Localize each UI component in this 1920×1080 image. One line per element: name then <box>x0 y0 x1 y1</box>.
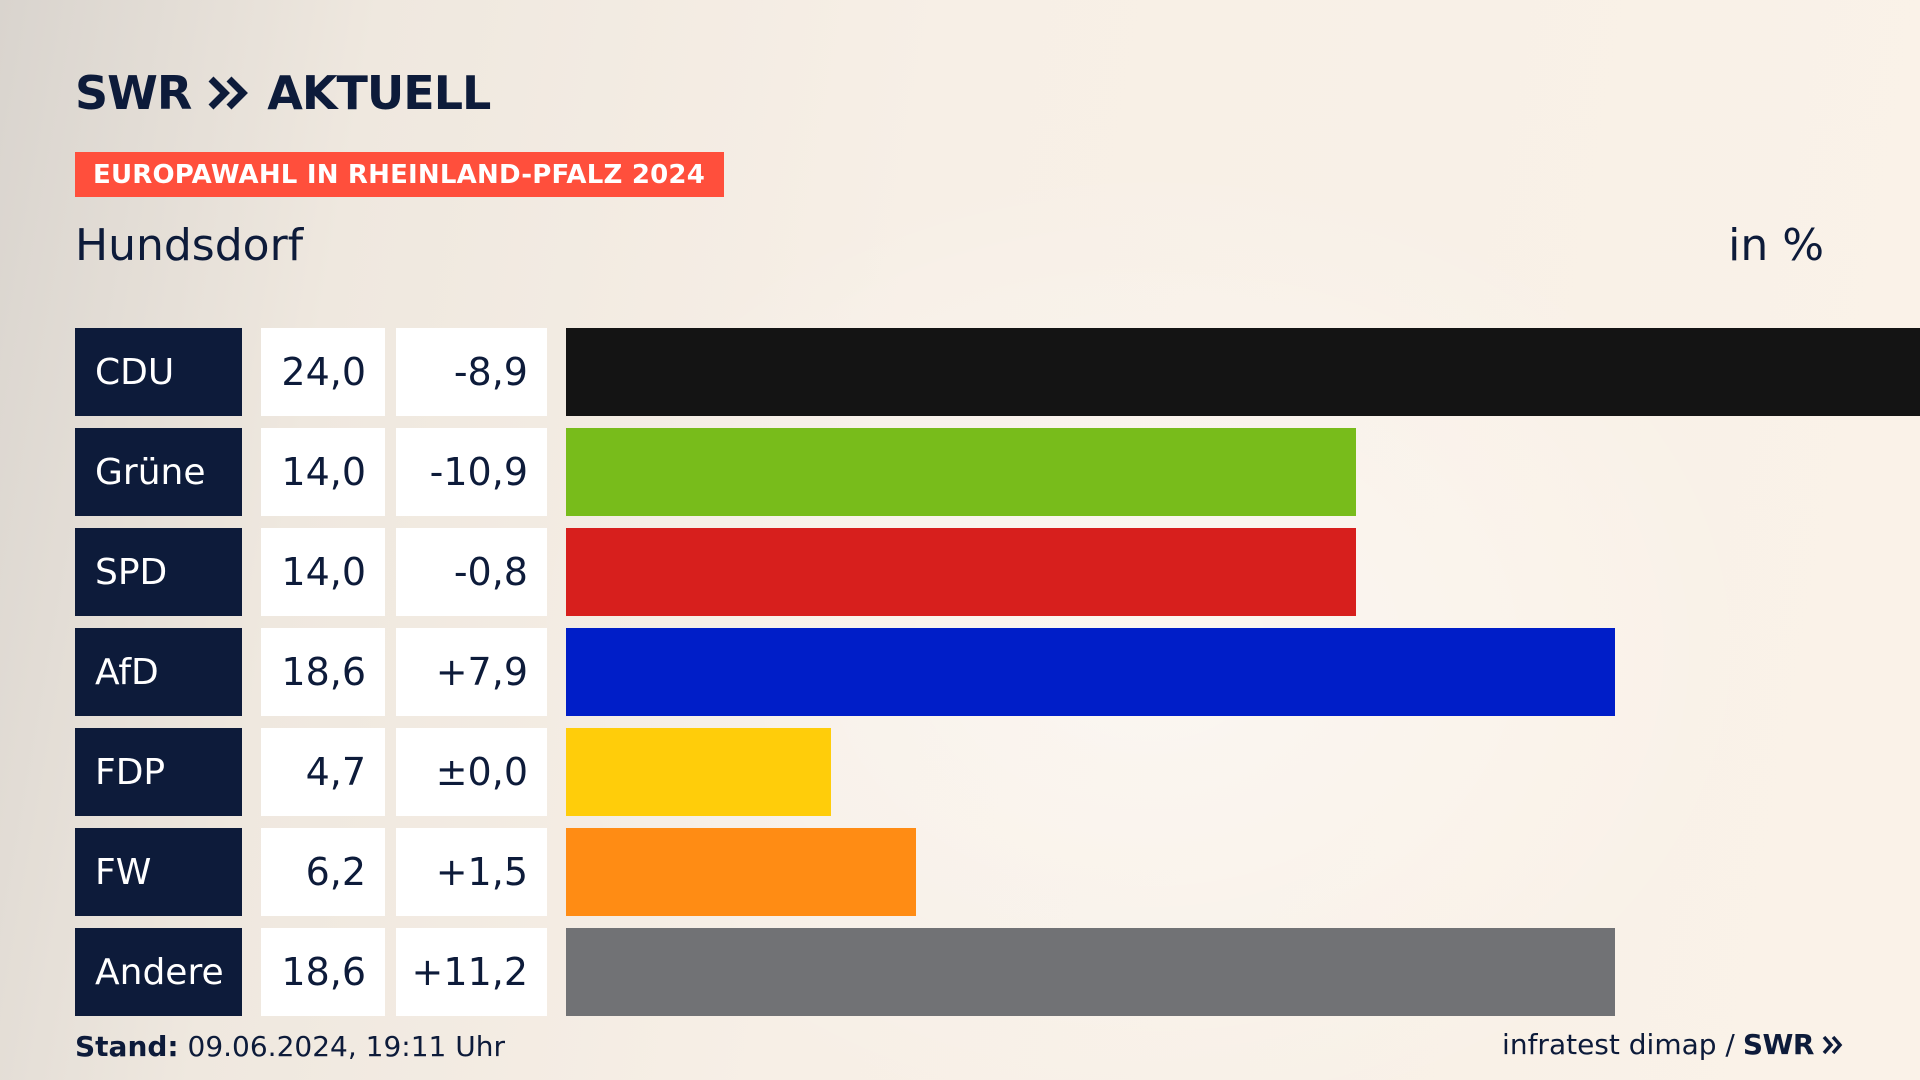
vote-share-label: 18,6 <box>261 628 385 716</box>
vote-share-label: 14,0 <box>261 428 385 516</box>
change-label: -8,9 <box>396 328 547 416</box>
double-chevron-icon <box>208 76 249 110</box>
swr-aktuell-logo: SWR AKTUELL <box>75 66 491 120</box>
unit-label: in % <box>1728 220 1824 271</box>
result-bar <box>566 528 1356 616</box>
party-label: Andere <box>75 928 242 1016</box>
party-label: AfD <box>75 628 242 716</box>
party-label: CDU <box>75 328 242 416</box>
change-label: -10,9 <box>396 428 547 516</box>
change-label: +7,9 <box>396 628 547 716</box>
stand-value: 09.06.2024, 19:11 Uhr <box>178 1030 505 1063</box>
place-title: Hundsdorf <box>75 220 304 271</box>
vote-share-label: 24,0 <box>261 328 385 416</box>
logo-aktuell-text: AKTUELL <box>267 66 491 120</box>
party-label: FW <box>75 828 242 916</box>
source-credit: infratest dimap / SWR <box>1502 1028 1844 1061</box>
result-bar <box>566 728 831 816</box>
result-bar <box>566 828 916 916</box>
timestamp: Stand: 09.06.2024, 19:11 Uhr <box>75 1030 505 1063</box>
result-bar <box>566 428 1356 516</box>
party-label: SPD <box>75 528 242 616</box>
change-label: -0,8 <box>396 528 547 616</box>
stand-label: Stand: <box>75 1030 179 1063</box>
vote-share-label: 18,6 <box>261 928 385 1016</box>
logo-swr-text: SWR <box>75 66 192 120</box>
result-bar <box>566 928 1615 1016</box>
vote-share-label: 4,7 <box>261 728 385 816</box>
party-label: Grüne <box>75 428 242 516</box>
vote-share-label: 6,2 <box>261 828 385 916</box>
party-label: FDP <box>75 728 242 816</box>
change-label: +11,2 <box>396 928 547 1016</box>
result-bar <box>566 328 1920 416</box>
source-text: infratest dimap / <box>1502 1028 1735 1061</box>
double-chevron-icon <box>1822 1035 1843 1054</box>
source-swr-logo: SWR <box>1742 1028 1815 1061</box>
vote-share-label: 14,0 <box>261 528 385 616</box>
change-label: +1,5 <box>396 828 547 916</box>
result-bar <box>566 628 1615 716</box>
change-label: ±0,0 <box>396 728 547 816</box>
election-banner: EUROPAWAHL IN RHEINLAND-PFALZ 2024 <box>75 152 724 197</box>
